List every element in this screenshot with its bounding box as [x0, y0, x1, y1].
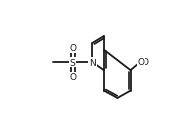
Text: O: O — [137, 58, 144, 67]
Text: O: O — [69, 44, 76, 52]
Text: S: S — [70, 58, 75, 67]
Text: N: N — [89, 58, 96, 67]
Text: O: O — [141, 58, 148, 67]
Text: O: O — [69, 73, 76, 82]
